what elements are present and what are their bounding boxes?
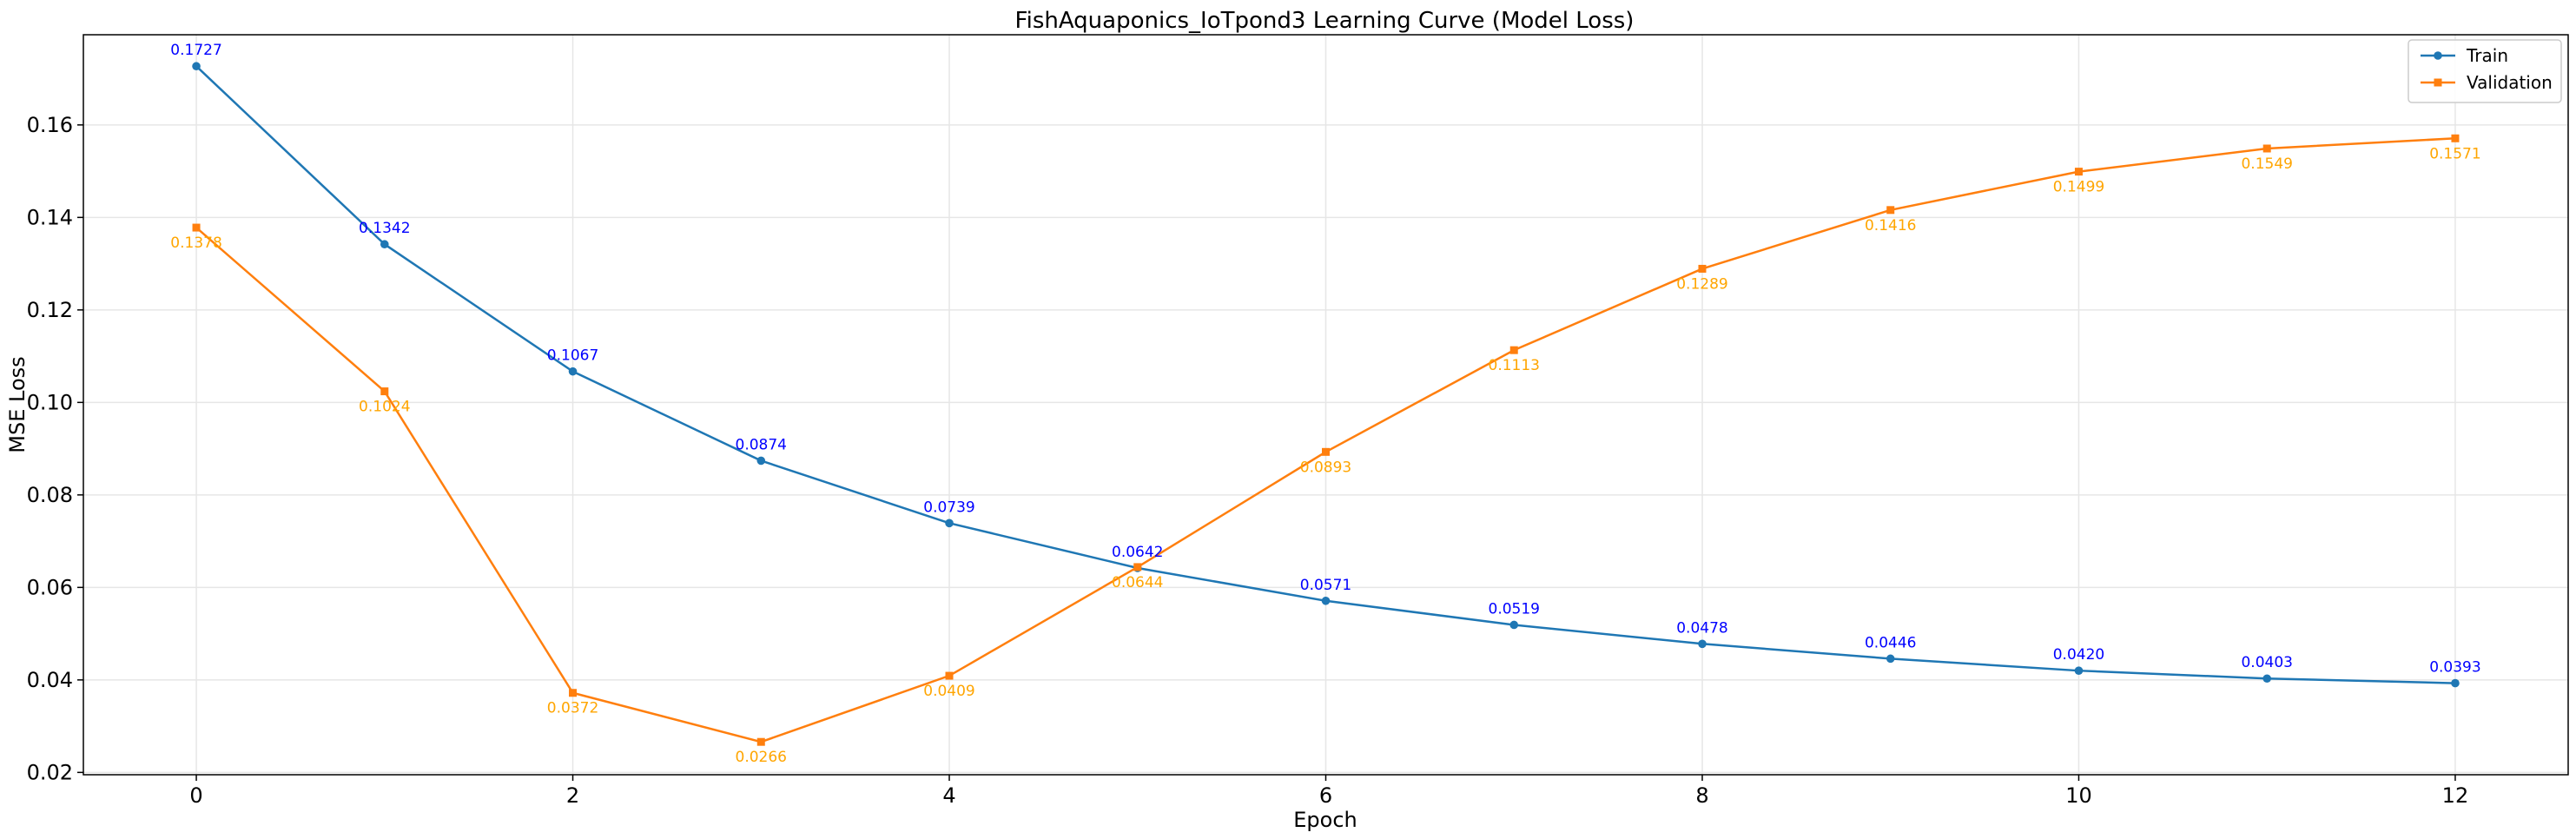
x-tick-label: 12 (2442, 783, 2469, 808)
y-tick-label: 0.06 (27, 575, 73, 599)
data-label-train: 0.0393 (2429, 659, 2480, 677)
legend-marker-validation (2434, 78, 2442, 87)
data-label-validation: 0.1549 (2241, 155, 2292, 173)
data-label-train: 0.0478 (1676, 619, 1727, 637)
data-label-validation: 0.1416 (1865, 217, 1916, 235)
data-point-validation (1509, 346, 1518, 354)
y-tick-label: 0.16 (27, 113, 73, 137)
data-label-validation: 0.1024 (359, 399, 410, 416)
data-point-train (568, 367, 578, 376)
y-tick-label: 0.02 (27, 760, 73, 784)
data-label-validation: 0.0372 (547, 700, 598, 717)
x-tick-label: 10 (2065, 783, 2092, 808)
legend-label-validation: Validation (2467, 72, 2553, 93)
data-point-validation (1698, 264, 1707, 273)
y-tick-label: 0.12 (27, 298, 73, 322)
data-label-train: 0.0446 (1865, 634, 1916, 651)
data-point-train (2074, 666, 2084, 675)
data-point-train (1509, 620, 1519, 630)
data-point-validation (756, 737, 765, 746)
data-label-validation: 0.0644 (1112, 574, 1163, 591)
data-label-train: 0.1067 (547, 347, 598, 365)
data-label-train: 0.1342 (359, 220, 410, 237)
data-label-validation: 0.0266 (736, 749, 787, 766)
y-tick-label: 0.04 (27, 668, 73, 692)
data-point-train (756, 456, 766, 466)
data-point-validation (2451, 134, 2460, 142)
data-point-validation (2074, 168, 2083, 176)
data-label-train: 0.0519 (1489, 600, 1540, 618)
data-point-validation (1886, 206, 1895, 215)
data-point-train (192, 62, 201, 71)
grid-lines (83, 35, 2568, 775)
series-validation (192, 134, 2460, 746)
legend-marker-train (2434, 51, 2442, 60)
data-point-train (380, 240, 389, 249)
data-point-validation (1322, 447, 1330, 456)
data-point-train (1698, 639, 1707, 649)
data-point-validation (192, 223, 201, 232)
axis-ticks: 0 2 4 6 8 10 12 0.02 0.04 0.06 0.08 0.10 0.12 0.14 0.1… (27, 113, 2469, 808)
x-tick-label: 0 (189, 783, 202, 808)
data-label-train: 0.0571 (1300, 577, 1351, 594)
chart-title: FishAquaponics_IoTpond3 Learning Curve (… (1015, 8, 1635, 34)
data-label-validation: 0.1571 (2429, 145, 2480, 162)
series-train (192, 62, 2460, 688)
x-tick-label: 2 (566, 783, 579, 808)
x-tick-label: 8 (1695, 783, 1708, 808)
x-tick-label: 6 (1319, 783, 1332, 808)
data-label-train: 0.0420 (2053, 646, 2104, 664)
data-label-train: 0.0874 (736, 436, 787, 453)
data-point-train (2451, 678, 2460, 688)
data-point-train (1321, 596, 1331, 605)
data-label-validation: 0.0893 (1300, 459, 1351, 476)
data-point-validation (1133, 563, 1142, 571)
series-layer (192, 62, 2460, 746)
data-label-train: 0.1727 (170, 42, 221, 59)
y-tick-label: 0.10 (27, 390, 73, 414)
data-point-validation (569, 689, 578, 697)
data-label-validation: 0.1499 (2053, 179, 2104, 196)
data-label-validation: 0.1289 (1676, 275, 1727, 293)
data-labels: 0.1727 0.1342 0.1067 0.0874 0.0739 0.0642 0.05… (170, 42, 2480, 766)
data-point-validation (2262, 144, 2271, 153)
data-point-validation (945, 671, 954, 680)
data-label-train: 0.0403 (2241, 654, 2292, 671)
data-point-train (945, 519, 954, 528)
y-tick-label: 0.08 (27, 483, 73, 507)
data-point-train (1886, 654, 1895, 664)
data-label-validation: 0.1113 (1489, 357, 1540, 374)
data-label-validation: 0.0409 (923, 683, 974, 700)
legend-label-train: Train (2466, 45, 2508, 66)
y-axis-label: MSE Loss (5, 356, 30, 453)
data-label-validation: 0.1378 (170, 235, 221, 252)
data-point-train (2262, 674, 2272, 684)
legend-item-train: Train (2421, 45, 2508, 66)
data-label-train: 0.0642 (1112, 544, 1163, 561)
y-tick-label: 0.14 (27, 205, 73, 229)
legend: Train Validation (2408, 39, 2562, 103)
legend-item-validation: Validation (2421, 72, 2553, 93)
data-label-train: 0.0739 (923, 499, 974, 516)
x-tick-label: 4 (942, 783, 955, 808)
x-axis-label: Epoch (1293, 808, 1357, 832)
data-point-validation (380, 387, 389, 396)
